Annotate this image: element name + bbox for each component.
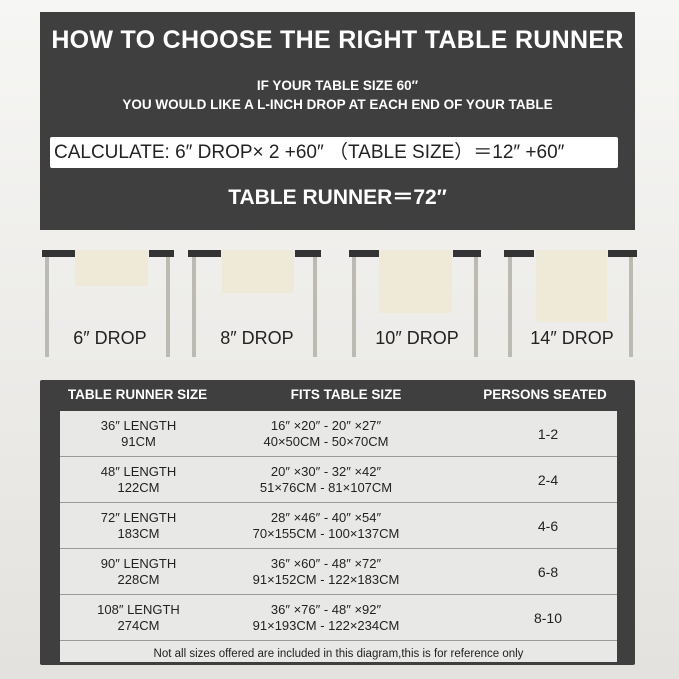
persons-cell: 8-10	[533, 610, 563, 626]
calculation-box: CALCULATE: 6″ DROP× 2 +60″ （TABLE SIZE）＝…	[50, 137, 618, 168]
runner-size-cell: 72″ LENGTH 183CM	[60, 503, 217, 549]
drop-label: 14″ DROP	[530, 328, 614, 348]
runner-size-cell: 48″ LENGTH 122CM	[60, 457, 217, 503]
result-text: TABLE RUNNER＝72″	[228, 186, 447, 209]
persons-cell: 1-2	[537, 426, 559, 442]
calculation-panel: HOW TO CHOOSE THE RIGHT TABLE RUNNER IF …	[40, 12, 635, 230]
fit-cm: 91×152CM - 122×183CM	[252, 572, 400, 587]
size-table: TABLE RUNNER SIZE FITS TABLE SIZE PERSON…	[40, 380, 635, 665]
fit-cm: 70×155CM - 100×137CM	[252, 526, 400, 541]
table-top	[608, 250, 637, 257]
drop-label: 8″ DROP	[220, 328, 294, 348]
table-leg	[508, 257, 512, 357]
table-row: 108″ LENGTH 274CM 36″ ×76″ - 48″ ×92″ 91×1…	[60, 595, 617, 641]
runner-swatch	[75, 250, 148, 286]
table-leg	[474, 257, 478, 357]
fit-inches: 36″ ×76″ - 48″ ×92″	[270, 602, 382, 617]
persons-cell: 4-6	[537, 518, 559, 534]
persons-cell: 6-8	[537, 564, 559, 580]
table-leg	[192, 257, 196, 357]
table-leg	[352, 257, 356, 357]
table-row: 72″ LENGTH 183CM 28″ ×46″ - 40″ ×54″ 70×15…	[60, 503, 617, 549]
length-cm: 122CM	[117, 480, 160, 495]
length-inches: 108″ LENGTH	[97, 602, 180, 617]
fit-cm: 40×50CM - 50×70CM	[263, 434, 389, 449]
table-top	[188, 250, 221, 257]
fit-inches: 16″ ×20″ - 20″ ×27″	[270, 418, 382, 433]
table-body: 36″ LENGTH 91CM 16″ ×20″ - 20″ ×27″ 40×50C…	[60, 411, 617, 662]
runner-swatch	[379, 250, 452, 313]
runner-swatch	[222, 250, 294, 293]
length-inches: 72″ LENGTH	[100, 510, 177, 525]
table-row: 36″ LENGTH 91CM 16″ ×20″ - 20″ ×27″ 40×50C…	[60, 411, 617, 457]
length-cm: 228CM	[117, 572, 160, 587]
fits-size-cell: 16″ ×20″ - 20″ ×27″ 40×50CM - 50×70CM	[240, 411, 412, 457]
table-top	[504, 250, 534, 257]
length-inches: 48″ LENGTH	[100, 464, 177, 479]
table-leg	[629, 257, 633, 357]
footnote: Not all sizes offered are included in th…	[153, 648, 524, 660]
fit-inches: 36″ ×60″ - 48″ ×72″	[270, 556, 382, 571]
length-cm: 183CM	[117, 526, 160, 541]
length-inches: 36″ LENGTH	[100, 418, 177, 433]
runner-size-cell: 90″ LENGTH 228CM	[60, 549, 217, 595]
table-top	[42, 250, 75, 257]
length-inches: 90″ LENGTH	[100, 556, 177, 571]
drop-label: 6″ DROP	[73, 328, 147, 348]
fit-cm: 91×193CM - 122×234CM	[252, 618, 400, 633]
fit-inches: 28″ ×46″ - 40″ ×54″	[270, 510, 382, 525]
runner-swatch	[536, 250, 607, 322]
table-top	[295, 250, 321, 257]
fit-inches: 20″ ×30″ - 32″ ×42″	[270, 464, 382, 479]
table-top	[349, 250, 379, 257]
table-leg	[45, 257, 49, 357]
table-top	[149, 250, 174, 257]
table-top	[453, 250, 481, 257]
fits-size-cell: 36″ ×76″ - 48″ ×92″ 91×193CM - 122×234CM	[240, 595, 412, 641]
fit-cm: 51×76CM - 81×107CM	[259, 480, 393, 495]
persons-cell: 2-4	[537, 472, 559, 488]
example-line-1: IF YOUR TABLE SIZE 60″	[256, 78, 419, 93]
length-cm: 91CM	[121, 434, 156, 449]
fits-size-cell: 20″ ×30″ - 32″ ×42″ 51×76CM - 81×107CM	[240, 457, 412, 503]
header-runner-size: TABLE RUNNER SIZE	[67, 387, 208, 402]
runner-size-cell: 36″ LENGTH 91CM	[60, 411, 217, 457]
header-fits-table-size: FITS TABLE SIZE	[290, 387, 402, 402]
table-row: 90″ LENGTH 228CM 36″ ×60″ - 48″ ×72″ 91×15…	[60, 549, 617, 595]
runner-size-cell: 108″ LENGTH 274CM	[60, 595, 217, 641]
header-persons-seated: PERSONS SEATED	[483, 387, 607, 402]
page-title: HOW TO CHOOSE THE RIGHT TABLE RUNNER	[51, 26, 624, 54]
example-line-2: YOU WOULD LIKE A L-INCH DROP AT EACH END…	[122, 97, 553, 112]
drop-label: 10″ DROP	[375, 328, 459, 348]
fits-size-cell: 28″ ×46″ - 40″ ×54″ 70×155CM - 100×137CM	[240, 503, 412, 549]
table-row: 48″ LENGTH 122CM 20″ ×30″ - 32″ ×42″ 51×76…	[60, 457, 617, 503]
fits-size-cell: 36″ ×60″ - 48″ ×72″ 91×152CM - 122×183CM	[240, 549, 412, 595]
table-leg	[313, 257, 317, 357]
table-leg	[166, 257, 170, 357]
length-cm: 274CM	[117, 618, 160, 633]
